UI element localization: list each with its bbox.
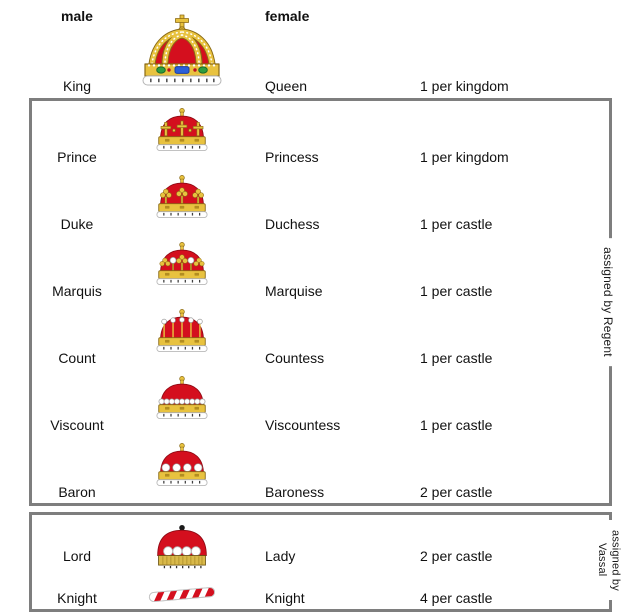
- rank-label-king: King: [62, 78, 92, 94]
- allocation-baron: 2 per castle: [420, 484, 493, 500]
- rank-label-duchess: Duchess: [265, 216, 320, 232]
- allocation-marquis: 1 per castle: [420, 283, 493, 299]
- allocation-count: 1 per castle: [420, 350, 493, 366]
- knight-baton-icon: [144, 585, 220, 605]
- marquis-coronet-icon: [148, 241, 216, 286]
- rank-label-count: Count: [58, 350, 96, 366]
- rank-label-lady: Lady: [265, 548, 296, 564]
- rank-label-knight-male: Knight: [57, 590, 97, 606]
- group-label-assigned-by-vassal: assigned by Vassal: [593, 520, 623, 600]
- rank-label-knight-female: Knight: [265, 590, 305, 606]
- rank-label-viscountess: Viscountess: [265, 417, 341, 433]
- allocation-knight: 4 per castle: [420, 590, 493, 606]
- regent-group-box: Prince Princess 1 per kingdom: [29, 98, 612, 506]
- rank-row-marquis: Marquis Marquise 1 per castle: [32, 235, 609, 302]
- rank-label-baroness: Baroness: [265, 484, 325, 500]
- rank-label-marquis: Marquis: [52, 283, 102, 299]
- rank-label-queen: Queen: [265, 78, 308, 94]
- rank-label-lord: Lord: [62, 548, 92, 564]
- baron-coronet-icon: [148, 442, 216, 487]
- rank-label-princess: Princess: [265, 149, 319, 165]
- duke-coronet-icon: [148, 174, 216, 219]
- rank-row-viscount: Viscount Viscountess 1 per castle: [32, 369, 609, 436]
- allocation-prince: 1 per kingdom: [420, 149, 509, 165]
- rank-label-countess: Countess: [265, 350, 325, 366]
- allocation-duke: 1 per castle: [420, 216, 493, 232]
- rank-row-baron: Baron Baroness 2 per castle: [32, 436, 609, 503]
- allocation-lord: 2 per castle: [420, 548, 493, 564]
- king-crown-icon: [136, 12, 228, 96]
- allocation-king: 1 per kingdom: [420, 78, 509, 94]
- rank-label-prince: Prince: [57, 149, 97, 165]
- prince-coronet-icon: [148, 107, 216, 152]
- rank-row-prince: Prince Princess 1 per kingdom: [32, 101, 609, 168]
- viscount-coronet-icon: [148, 375, 216, 420]
- vassal-group-box: Lord Lady 2 per castle: [29, 512, 612, 612]
- rank-row-count: Count Countess 1 per castle: [32, 302, 609, 369]
- rank-label-viscount: Viscount: [50, 417, 104, 433]
- group-label-assigned-by-regent: assigned by Regent: [600, 238, 616, 366]
- rank-label-baron: Baron: [58, 484, 96, 500]
- lord-cap-icon: [149, 522, 215, 570]
- allocation-viscount: 1 per castle: [420, 417, 493, 433]
- count-coronet-icon: [148, 308, 216, 353]
- rank-label-duke: Duke: [60, 216, 94, 232]
- rank-label-marquise: Marquise: [265, 283, 323, 299]
- column-header-female: female: [265, 8, 310, 24]
- rank-row-duke: Duke Duchess 1 per castle: [32, 168, 609, 235]
- column-header-male: male: [61, 8, 93, 24]
